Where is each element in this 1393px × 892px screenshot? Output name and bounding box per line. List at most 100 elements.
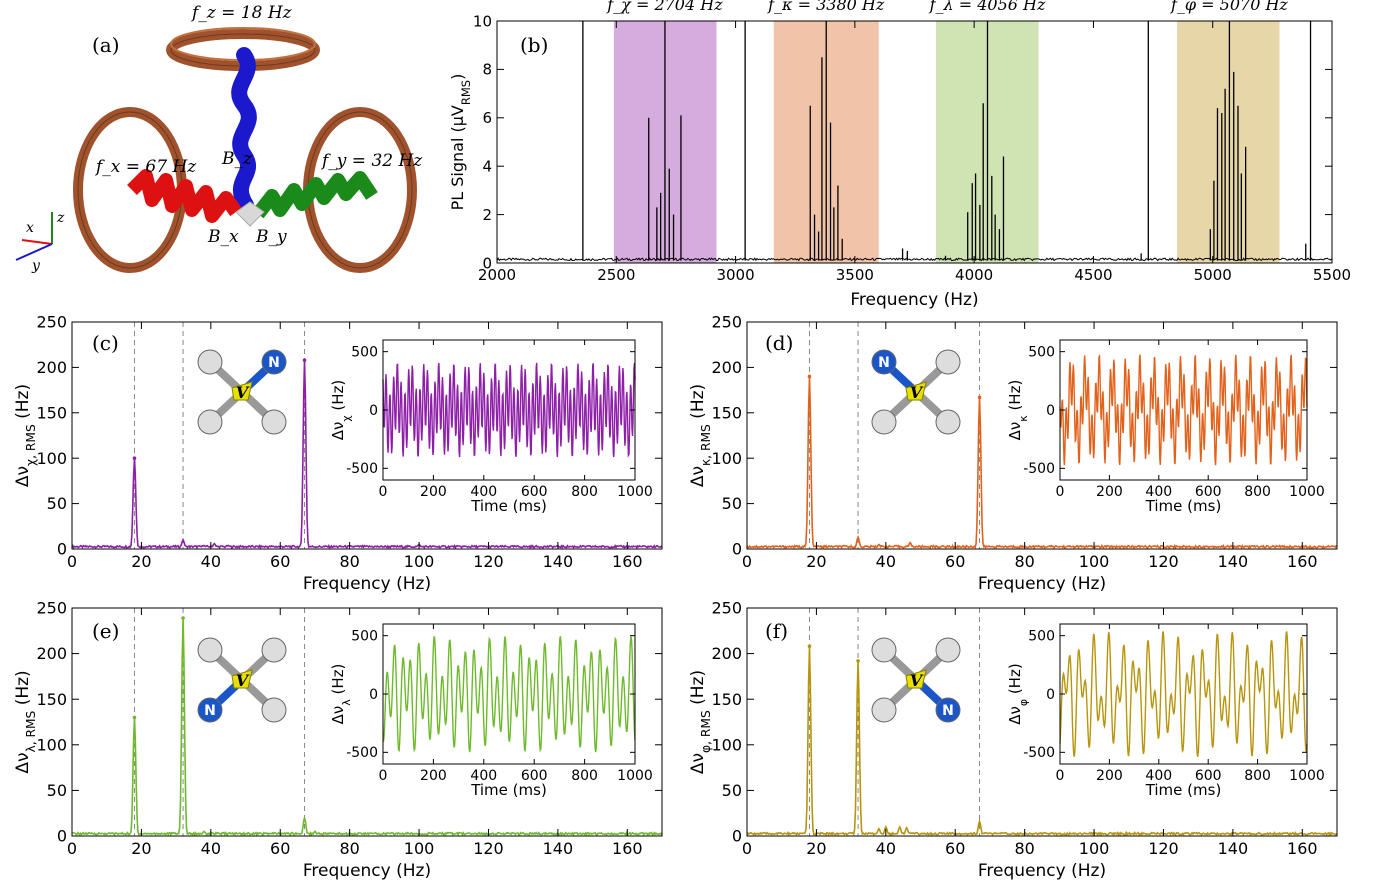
inset-f-xlabel: Time (ms) — [1145, 781, 1222, 799]
inset-f-xtick-label: 600 — [1195, 768, 1222, 784]
carbon-atom — [261, 697, 287, 723]
chart-d-xtick-label: 160 — [1287, 552, 1318, 571]
fy-label: f_y = 32 Hz — [320, 151, 423, 171]
chart-c-ytick-label: 100 — [36, 449, 67, 468]
chart-c: 0 20 40 60 80 100 120 140 160 0 50 100 150 200 250 Freq… — [13, 313, 663, 594]
bz-wave — [231, 47, 257, 213]
inset-c-xlabel: Time (ms) — [470, 497, 547, 515]
inset-d-xtick-label: 0 — [1056, 484, 1065, 500]
chart-c-xtick-label: 60 — [270, 552, 290, 571]
chart-d-frame — [746, 321, 1338, 550]
chart-d-ytick-label: 200 — [711, 358, 742, 377]
vacancy-label: V — [236, 671, 250, 690]
chart-b-frame — [496, 20, 1333, 264]
inset-d-xtick-label: 200 — [1096, 484, 1123, 500]
chart-c-ytick-label: 50 — [47, 494, 67, 513]
chart-d-ytick-label: 250 — [711, 313, 742, 332]
axis-x-label: x — [26, 220, 34, 236]
chart-e-xtick-label: 20 — [131, 839, 151, 858]
pl-signal-baseline — [496, 257, 1333, 262]
inset-d-xlabel: Time (ms) — [1145, 497, 1222, 515]
spectrum-peak-point — [807, 374, 812, 379]
chart-f: 0 20 40 60 80 100 120 140 160 0 50 100 150 200 250 Freq… — [688, 599, 1338, 881]
fx-label: f_x = 67 Hz — [94, 157, 197, 177]
inset-c-xtick-label: 0 — [379, 484, 388, 500]
vacancy-site — [905, 381, 927, 401]
carbon-atom — [935, 409, 961, 435]
inset-e-xtick-label: 800 — [571, 768, 598, 784]
chart-e-xlabel: Frequency (Hz) — [303, 861, 431, 881]
charts-layer: 2000 2500 3000 3500 4000 4500 5000 55000246810F… — [13, 0, 1351, 881]
chart-e-ytick-label: 150 — [36, 690, 67, 709]
inset-e-xtick-label: 600 — [521, 768, 548, 784]
chart-c-xtick-label: 140 — [543, 552, 574, 571]
by-label: B_y — [255, 227, 287, 247]
spectrum-line-f — [746, 646, 1338, 837]
chart-c-ytick-label: 250 — [36, 313, 67, 332]
chart-d-xtick-label: 100 — [1079, 552, 1110, 571]
inset-timetrace-c — [382, 362, 636, 458]
chart-c-panel-label: (c) — [92, 331, 119, 355]
inset-timetrace-d — [1059, 353, 1308, 466]
chart-c-xtick-label: 120 — [473, 552, 504, 571]
vacancy-site — [905, 669, 927, 689]
chart-b-ytick-label: 2 — [482, 206, 492, 224]
chart-d-xlabel: Frequency (Hz) — [978, 574, 1106, 594]
chart-d-xtick-label: 0 — [742, 552, 752, 571]
chart-c-ytick-label: 200 — [36, 358, 67, 377]
chart-b-ytick-label: 10 — [473, 12, 492, 30]
band-label-kappa: f_κ = 3380 Hz — [767, 0, 885, 14]
band-label-chi: f_χ = 2704 Hz — [606, 0, 723, 14]
band-label-lambda: f_λ = 4056 Hz — [929, 0, 1046, 14]
chart-e-ytick-label: 200 — [36, 644, 67, 663]
inset-d-ytick-label: 0 — [1046, 403, 1055, 419]
carbon-atom — [197, 349, 223, 375]
inset-f-ylabel: Δνφ (Hz) — [1006, 663, 1030, 724]
inset-timetrace-e — [382, 636, 636, 753]
chart-e: 0 20 40 60 80 100 120 140 160 0 50 100 150 200 250 Freq… — [13, 599, 663, 881]
chart-e-xtick-label: 80 — [339, 839, 359, 858]
carbon-atom — [197, 409, 223, 435]
nitrogen-atom — [871, 349, 897, 375]
chart-d-xtick-label: 60 — [945, 552, 965, 571]
chart-b: 2000 2500 3000 3500 4000 4500 5000 5500 0 2 4 6 8 10 F… — [448, 0, 1351, 310]
inset-e-ytick-label: 500 — [351, 629, 378, 645]
nitrogen-atom — [197, 697, 223, 723]
inset-c-ytick-label: -500 — [346, 461, 378, 477]
chart-c-xlabel: Frequency (Hz) — [303, 574, 431, 594]
nitrogen-atom — [261, 349, 287, 375]
chart-f-xlabel: Frequency (Hz) — [978, 861, 1106, 881]
chart-d-ytick-label: 50 — [722, 494, 742, 513]
chart-b-xtick-label: 5000 — [1194, 266, 1232, 284]
inset-d-ytick-label: 500 — [1028, 345, 1055, 361]
inset-c-xtick-label: 200 — [420, 484, 447, 500]
chart-f-xtick-label: 20 — [806, 839, 826, 858]
chart-d-xtick-label: 120 — [1148, 552, 1179, 571]
chart-e-frame — [71, 607, 663, 837]
chart-d-xtick-label: 80 — [1014, 552, 1034, 571]
carbon-atom — [935, 637, 961, 663]
chart-c-frame — [71, 321, 663, 550]
chart-f-xtick-label: 60 — [945, 839, 965, 858]
inset-f-ytick-label: 0 — [1046, 687, 1055, 703]
bx-label: B_x — [207, 227, 239, 247]
bx-wave — [127, 169, 242, 223]
chart-f-ytick-label: 100 — [711, 735, 742, 754]
spectrum-peak-point — [181, 616, 185, 620]
chart-b-xtick-label: 2000 — [478, 266, 516, 284]
spectrum-peak-point — [132, 456, 137, 461]
inset-e-xtick-label: 400 — [470, 768, 497, 784]
inset-e-xlabel: Time (ms) — [470, 781, 547, 799]
spectrum-peak-point — [302, 358, 307, 362]
inset-e-ylabel: Δνλ (Hz) — [329, 664, 353, 725]
inset-f-xtick-label: 400 — [1145, 768, 1172, 784]
chart-e-ytick-label: 50 — [47, 781, 67, 800]
panel-a-illustration: (a) f_z = 18 Hz B_z B_x B_y f_x = 67 Hz — [15, 3, 423, 274]
chart-b-xtick-label: 4500 — [1074, 266, 1112, 284]
carbon-atom — [261, 637, 287, 663]
spectrum-peak-point — [132, 715, 137, 720]
chart-f-ylabel: Δνφ, RMS (Hz) — [688, 670, 713, 774]
inset-f-xtick-label: 200 — [1096, 768, 1123, 784]
chart-b-ylabel: PL Signal (μVRMS) — [448, 74, 473, 211]
inset-c-xtick-label: 600 — [521, 484, 548, 500]
